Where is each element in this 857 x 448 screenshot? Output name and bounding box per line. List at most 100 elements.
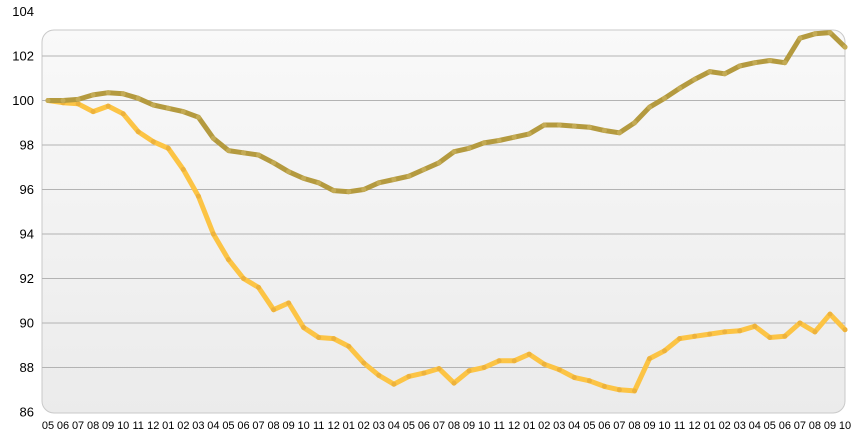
x-axis-label: 09 <box>824 420 836 432</box>
series-2-point <box>120 111 126 117</box>
series-2-point <box>195 193 201 199</box>
series-2-point <box>722 329 728 335</box>
x-axis-label: 03 <box>373 420 385 432</box>
y-axis-label: 90 <box>20 316 34 331</box>
x-axis-label: 12 <box>147 420 159 432</box>
x-axis-label: 11 <box>133 420 144 432</box>
series-2-point <box>316 335 322 340</box>
series-1-point <box>376 180 382 186</box>
series-1-point <box>226 148 231 154</box>
x-axis-label: 07 <box>72 420 84 432</box>
x-axis-label: 01 <box>343 420 355 432</box>
x-axis-label: 08 <box>448 420 460 432</box>
x-axis-label: 12 <box>688 420 700 432</box>
series-2-point <box>466 368 472 374</box>
series-2-point <box>135 129 141 135</box>
series-1-point <box>752 60 758 66</box>
x-axis-label: 02 <box>719 420 731 432</box>
x-axis-label: 05 <box>764 420 776 432</box>
series-1-point <box>180 109 186 115</box>
series-2-point <box>556 367 562 373</box>
series-2-point <box>105 103 111 109</box>
x-axis-label: 03 <box>734 420 746 432</box>
series-2-point <box>707 331 713 337</box>
y-axis-label: 102 <box>12 49 34 64</box>
series-2-point <box>180 167 186 172</box>
series-2-point <box>376 372 382 378</box>
series-1-point <box>812 31 818 37</box>
x-axis-label: 09 <box>463 420 475 432</box>
x-axis-label: 06 <box>418 420 430 432</box>
series-1-point <box>797 35 803 41</box>
x-axis-label: 05 <box>42 420 54 432</box>
x-axis-label: 12 <box>508 420 520 432</box>
x-axis-label: 07 <box>252 420 264 432</box>
series-1-point <box>481 140 487 146</box>
x-axis-label: 09 <box>102 420 114 432</box>
series-2-point <box>75 101 81 107</box>
x-axis-label: 05 <box>403 420 415 432</box>
series-1-point <box>722 71 728 77</box>
series-2-point <box>150 139 156 145</box>
series-2-point <box>797 320 803 326</box>
y-axis-label: 86 <box>20 405 34 420</box>
series-2-point <box>842 327 848 333</box>
series-2-point <box>632 388 637 394</box>
series-2-point <box>165 145 171 151</box>
series-1-point <box>466 145 472 151</box>
series-2-point <box>601 383 607 389</box>
series-1-point <box>586 124 592 130</box>
x-axis-label: 06 <box>779 420 791 432</box>
series-2-point <box>391 381 397 387</box>
y-axis-label: 98 <box>20 138 34 153</box>
series-1-point <box>767 58 773 63</box>
series-1-point <box>406 173 412 179</box>
series-1-point <box>662 95 667 101</box>
x-axis-label: 05 <box>583 420 595 432</box>
x-axis-label: 06 <box>598 420 610 432</box>
x-axis-label: 03 <box>553 420 565 432</box>
series-1-point <box>271 160 277 166</box>
series-1-point <box>511 134 517 140</box>
series-2-point <box>361 360 367 366</box>
series-1-point <box>707 69 713 75</box>
x-axis-label: 10 <box>117 420 129 432</box>
series-1-point <box>361 187 367 192</box>
series-1-point <box>75 96 81 102</box>
series-1-point <box>135 95 141 101</box>
series-2-point <box>677 336 683 342</box>
series-2-line <box>45 98 848 394</box>
y-axis-label: 92 <box>20 271 34 286</box>
series-1-point <box>616 130 622 136</box>
series-1-point <box>210 135 216 141</box>
series-2-point <box>662 348 667 354</box>
x-axis-label: 04 <box>568 420 580 432</box>
series-2-point <box>737 328 743 334</box>
x-axis-label: 10 <box>839 420 851 432</box>
series-2-point <box>271 307 277 313</box>
series-1-point <box>526 131 532 137</box>
series-1-point <box>45 98 51 103</box>
series-1-point <box>286 169 292 175</box>
series-1-point <box>632 120 637 126</box>
x-axis-label: 10 <box>658 420 670 432</box>
series-1-point <box>782 60 788 66</box>
series-1-point <box>827 30 833 36</box>
series-1-point <box>451 149 457 155</box>
series-2-point <box>496 358 502 364</box>
series-1-point <box>331 188 337 194</box>
series-1-point <box>316 180 322 186</box>
series-1-point <box>842 44 848 50</box>
x-axis-label: 06 <box>237 420 249 432</box>
y-axis-label: 100 <box>12 93 34 108</box>
series-1-point <box>436 160 442 166</box>
x-axis-label: 02 <box>358 420 370 432</box>
x-axis-label: 08 <box>628 420 640 432</box>
x-axis-label: 04 <box>388 420 400 432</box>
series-1-point <box>105 90 111 96</box>
series-1-point <box>60 98 66 103</box>
series-1-point <box>391 177 397 182</box>
series-1-point <box>256 152 261 158</box>
series-1-point <box>692 76 698 82</box>
